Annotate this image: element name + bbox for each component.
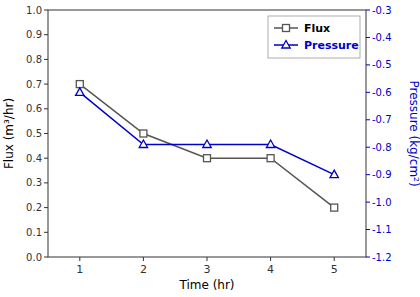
x-axis-label: Time (hr) bbox=[178, 278, 234, 292]
y-tick-label: 1.0 bbox=[26, 5, 42, 16]
y2-tick bbox=[366, 119, 370, 120]
legend: Flux Pressure bbox=[268, 16, 360, 58]
x-tick-label: 3 bbox=[204, 263, 211, 276]
series-line bbox=[80, 84, 334, 208]
chart: 1 2 3 4 5 0.0 0.1 0.2 0.3 0.4 0.5 0.6 0.7 0.8 0.9 1.0 -1… bbox=[0, 0, 420, 297]
y-tick-label: 0.9 bbox=[26, 29, 42, 40]
y2-tick-label: -1.2 bbox=[372, 252, 392, 263]
plot-area bbox=[76, 81, 339, 212]
y2-tick-label: -0.3 bbox=[372, 5, 392, 16]
y2-tick-label: -0.5 bbox=[372, 59, 392, 70]
y-tick bbox=[44, 158, 48, 159]
y-tick bbox=[44, 108, 48, 109]
x-tick bbox=[143, 257, 144, 261]
legend-label: Flux bbox=[304, 22, 330, 35]
y-tick bbox=[44, 257, 48, 258]
y-tick-label: 0.2 bbox=[26, 202, 42, 213]
point bbox=[140, 130, 147, 137]
legend-box bbox=[268, 16, 360, 58]
y-tick bbox=[44, 232, 48, 233]
y2-tick-label: -0.6 bbox=[372, 87, 392, 98]
y-tick bbox=[44, 34, 48, 35]
y2-tick bbox=[366, 202, 370, 203]
point bbox=[330, 170, 338, 178]
y-tick bbox=[44, 207, 48, 208]
y-tick bbox=[44, 133, 48, 134]
y-axis-label: Flux (m³/hr) bbox=[2, 98, 16, 169]
y-tick-label: 0.8 bbox=[26, 54, 42, 65]
point bbox=[267, 155, 274, 162]
y-tick-label: 0.0 bbox=[26, 252, 42, 263]
y2-tick bbox=[366, 64, 370, 65]
x-tick bbox=[270, 257, 271, 261]
point bbox=[139, 140, 147, 148]
y-tick bbox=[44, 84, 48, 85]
plot-frame bbox=[48, 10, 366, 257]
y-tick-label: 0.1 bbox=[26, 227, 42, 238]
legend-marker bbox=[283, 25, 290, 32]
y2-axis-label: Pressure (kg/cm²) bbox=[407, 80, 420, 186]
legend-label: Pressure bbox=[304, 39, 359, 52]
legend-marker bbox=[282, 41, 290, 49]
x-tick bbox=[334, 257, 335, 261]
point bbox=[266, 140, 274, 148]
y2-tick bbox=[366, 92, 370, 93]
x-tick-label: 1 bbox=[76, 263, 83, 276]
y-tick-label: 0.6 bbox=[26, 103, 42, 114]
y2-tick bbox=[366, 257, 370, 258]
y2-tick-label: -0.4 bbox=[372, 32, 392, 43]
y-tick-label: 0.4 bbox=[26, 153, 42, 164]
y2-tick-label: -1.0 bbox=[372, 197, 392, 208]
y2-tick bbox=[366, 10, 370, 11]
y-tick bbox=[44, 10, 48, 11]
point bbox=[203, 140, 211, 148]
y2-tick bbox=[366, 174, 370, 175]
x-tick-label: 4 bbox=[267, 263, 274, 276]
y2-tick bbox=[366, 229, 370, 230]
point bbox=[204, 155, 211, 162]
y2-tick-label: -0.8 bbox=[372, 142, 392, 153]
y-tick-label: 0.5 bbox=[26, 128, 42, 139]
y-tick bbox=[44, 182, 48, 183]
series-line bbox=[80, 92, 334, 174]
y2-tick bbox=[366, 37, 370, 38]
y-tick bbox=[44, 59, 48, 60]
y2-tick-label: -0.7 bbox=[372, 114, 392, 125]
x-tick bbox=[79, 257, 80, 261]
y-tick-label: 0.3 bbox=[26, 177, 42, 188]
y2-tick-label: -0.9 bbox=[372, 169, 392, 180]
y-tick-label: 0.7 bbox=[26, 79, 42, 90]
x-tick-label: 2 bbox=[140, 263, 147, 276]
point bbox=[331, 204, 338, 211]
x-tick-label: 5 bbox=[331, 263, 338, 276]
point bbox=[76, 88, 84, 96]
y2-tick-label: -1.1 bbox=[372, 224, 392, 235]
x-tick bbox=[207, 257, 208, 261]
y2-tick bbox=[366, 147, 370, 148]
